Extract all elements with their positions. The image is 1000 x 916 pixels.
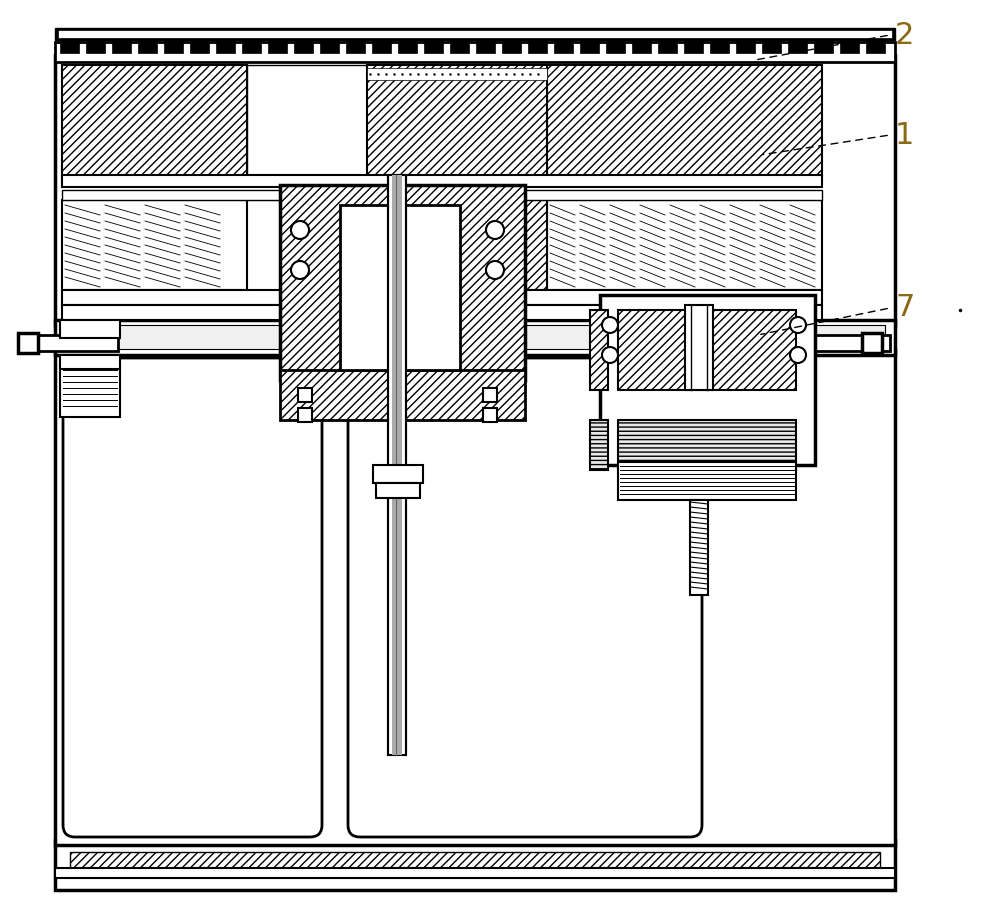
Circle shape [486, 261, 504, 279]
Bar [788, 35, 807, 53]
Bar [862, 333, 882, 353]
Bar [62, 65, 247, 180]
Text: 7: 7 [895, 293, 914, 322]
Bar [18, 335, 118, 351]
Bar [554, 35, 573, 53]
Bar [280, 370, 525, 420]
FancyBboxPatch shape [348, 358, 702, 837]
Bar [388, 175, 406, 755]
Bar [590, 420, 608, 470]
Bar [62, 190, 822, 200]
Bar [60, 355, 120, 369]
Bar [618, 310, 796, 390]
Bar [373, 465, 423, 483]
Bar [632, 35, 651, 53]
Bar [298, 408, 312, 422]
Bar [618, 420, 796, 470]
Bar [367, 65, 547, 180]
Bar [502, 35, 521, 53]
Bar [392, 175, 402, 755]
Bar [268, 35, 287, 53]
Circle shape [291, 221, 309, 239]
Circle shape [486, 221, 504, 239]
Bar [60, 365, 120, 417]
Bar [866, 35, 885, 53]
Bar [762, 35, 781, 53]
Bar [216, 35, 235, 53]
Bar [70, 852, 880, 868]
Bar [618, 462, 796, 500]
Bar [710, 35, 729, 53]
Bar [340, 205, 460, 370]
Bar [86, 35, 105, 53]
Bar [55, 42, 895, 62]
Bar [58, 30, 892, 38]
Bar [528, 35, 547, 53]
Circle shape [602, 317, 618, 333]
Bar [138, 35, 157, 53]
Bar [580, 35, 599, 53]
Bar [483, 388, 497, 402]
Bar [190, 35, 209, 53]
Bar [367, 200, 547, 290]
Bar [242, 35, 261, 53]
Bar [736, 35, 755, 53]
FancyBboxPatch shape [63, 358, 322, 837]
Bar [606, 35, 625, 53]
Bar [346, 35, 365, 53]
Bar [372, 35, 391, 53]
Bar [62, 305, 822, 320]
Text: 2: 2 [895, 20, 914, 49]
Bar [55, 840, 895, 890]
Bar [65, 325, 885, 349]
Circle shape [602, 347, 618, 363]
Bar [547, 65, 822, 180]
Bar [247, 65, 367, 180]
Bar [55, 320, 895, 355]
Circle shape [291, 261, 309, 279]
Bar [590, 310, 608, 390]
Bar [840, 35, 859, 53]
Bar [658, 35, 677, 53]
Bar [476, 35, 495, 53]
Bar [60, 320, 120, 338]
Bar [55, 350, 895, 845]
Bar [112, 35, 131, 53]
Bar [684, 35, 703, 53]
Bar [18, 333, 38, 353]
Bar [424, 35, 443, 53]
Text: 1: 1 [895, 121, 914, 149]
Bar [280, 185, 525, 380]
Bar [685, 305, 713, 390]
Bar [55, 868, 895, 878]
Bar [483, 408, 497, 422]
Bar [320, 35, 339, 53]
Bar [55, 55, 895, 325]
Bar [62, 290, 822, 305]
Bar [164, 35, 183, 53]
Bar [780, 335, 890, 351]
Bar [450, 35, 469, 53]
Circle shape [790, 317, 806, 333]
Bar [298, 388, 312, 402]
Bar [294, 35, 313, 53]
Bar [62, 200, 247, 290]
Bar [367, 68, 547, 80]
Circle shape [790, 347, 806, 363]
Bar [60, 35, 79, 53]
Bar [398, 35, 417, 53]
Bar [600, 295, 815, 465]
Bar [547, 200, 822, 290]
Bar [376, 483, 420, 498]
Bar [814, 35, 833, 53]
Bar [55, 28, 895, 40]
Bar [690, 500, 708, 595]
Bar [62, 175, 822, 187]
Bar [247, 200, 367, 290]
